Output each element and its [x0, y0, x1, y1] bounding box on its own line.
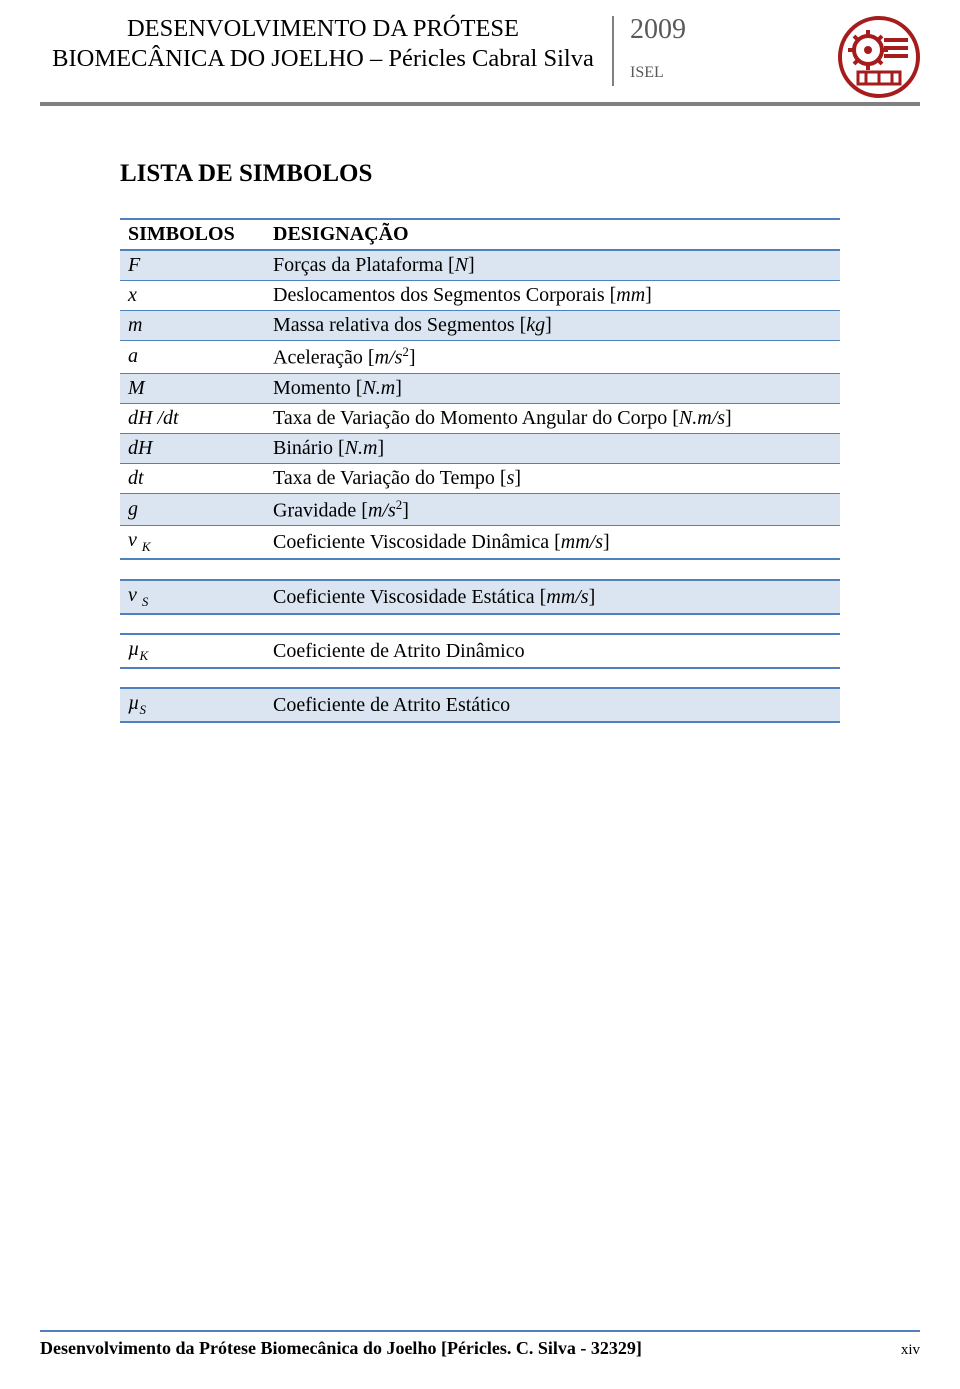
table-row: v SCoeficiente Viscosidade Estática [mm/… [120, 580, 840, 614]
symbol-cell: m [120, 311, 265, 341]
table-row: dtTaxa de Variação do Tempo [s] [120, 463, 840, 493]
symbol-cell: dt [120, 463, 265, 493]
symbol-cell: v S [120, 580, 265, 614]
designation-cell: Taxa de Variação do Momento Angular do C… [265, 403, 840, 433]
page-footer: Desenvolvimento da Prótese Biomecânica d… [0, 1330, 960, 1359]
table-row: xDeslocamentos dos Segmentos Corporais [… [120, 281, 840, 311]
title-line-2: BIOMECÂNICA DO JOELHO – Péricles Cabral … [52, 45, 594, 72]
symbol-cell: x [120, 281, 265, 311]
designation-cell: Taxa de Variação do Tempo [s] [265, 463, 840, 493]
header-rule [40, 102, 920, 106]
table-gap [120, 614, 840, 634]
footer-title: Desenvolvimento da Prótese Biomecânica d… [40, 1338, 642, 1359]
symbol-cell: µK [120, 634, 265, 668]
table-row: aAceleração [m/s2] [120, 341, 840, 374]
designation-cell: Coeficiente de Atrito Dinâmico [265, 634, 840, 668]
header-symbol: SIMBOLOS [120, 219, 265, 250]
table-row: dH /dtTaxa de Variação do Momento Angula… [120, 403, 840, 433]
table-row: gGravidade [m/s2] [120, 493, 840, 526]
page-header: DESENVOLVIMENTO DA PRÓTESE BIOMECÂNICA D… [0, 0, 960, 120]
designation-cell: Coeficiente de Atrito Estático [265, 688, 840, 722]
designation-cell: Momento [N.m] [265, 373, 840, 403]
designation-cell: Aceleração [m/s2] [265, 341, 840, 374]
symbol-cell: F [120, 250, 265, 281]
designation-cell: Massa relativa dos Segmentos [kg] [265, 311, 840, 341]
page-number: xiv [901, 1342, 920, 1359]
symbol-cell: v K [120, 526, 265, 560]
table-row: FForças da Plataforma [N] [120, 250, 840, 281]
table-gap [120, 560, 840, 580]
designation-cell: Gravidade [m/s2] [265, 493, 840, 526]
designation-cell: Forças da Plataforma [N] [265, 250, 840, 281]
designation-cell: Coeficiente Viscosidade Dinâmica [mm/s] [265, 526, 840, 560]
symbol-cell: a [120, 341, 265, 374]
symbols-table: SIMBOLOSDESIGNAÇÃOFForças da Plataforma … [120, 218, 840, 723]
footer-text-row: Desenvolvimento da Prótese Biomecânica d… [40, 1338, 920, 1359]
page-content: LISTA DE SIMBOLOS SIMBOLOSDESIGNAÇÃOFFor… [0, 120, 960, 723]
symbol-cell: dH /dt [120, 403, 265, 433]
designation-cell: Deslocamentos dos Segmentos Corporais [m… [265, 281, 840, 311]
table-row: dHBinário [N.m] [120, 433, 840, 463]
designation-cell: Binário [N.m] [265, 433, 840, 463]
header-year: 2009 [630, 14, 686, 46]
symbol-cell: dH [120, 433, 265, 463]
header-designation: DESIGNAÇÃO [265, 219, 840, 250]
footer-rule [40, 1330, 920, 1332]
table-row: µSCoeficiente de Atrito Estático [120, 688, 840, 722]
table-header-row: SIMBOLOSDESIGNAÇÃO [120, 219, 840, 250]
isel-logo-icon [838, 16, 920, 103]
table-row: v KCoeficiente Viscosidade Dinâmica [mm/… [120, 526, 840, 560]
header-divider [612, 16, 614, 86]
symbol-cell: µS [120, 688, 265, 722]
table-row: mMassa relativa dos Segmentos [kg] [120, 311, 840, 341]
table-gap [120, 668, 840, 688]
symbol-cell: M [120, 373, 265, 403]
table-row: MMomento [N.m] [120, 373, 840, 403]
header-title: DESENVOLVIMENTO DA PRÓTESE BIOMECÂNICA D… [38, 14, 608, 74]
designation-cell: Coeficiente Viscosidade Estática [mm/s] [265, 580, 840, 614]
section-title: LISTA DE SIMBOLOS [120, 160, 840, 188]
title-line-1: DESENVOLVIMENTO DA PRÓTESE [127, 15, 519, 42]
symbol-cell: g [120, 493, 265, 526]
table-row: µKCoeficiente de Atrito Dinâmico [120, 634, 840, 668]
header-isel: ISEL [630, 64, 664, 82]
